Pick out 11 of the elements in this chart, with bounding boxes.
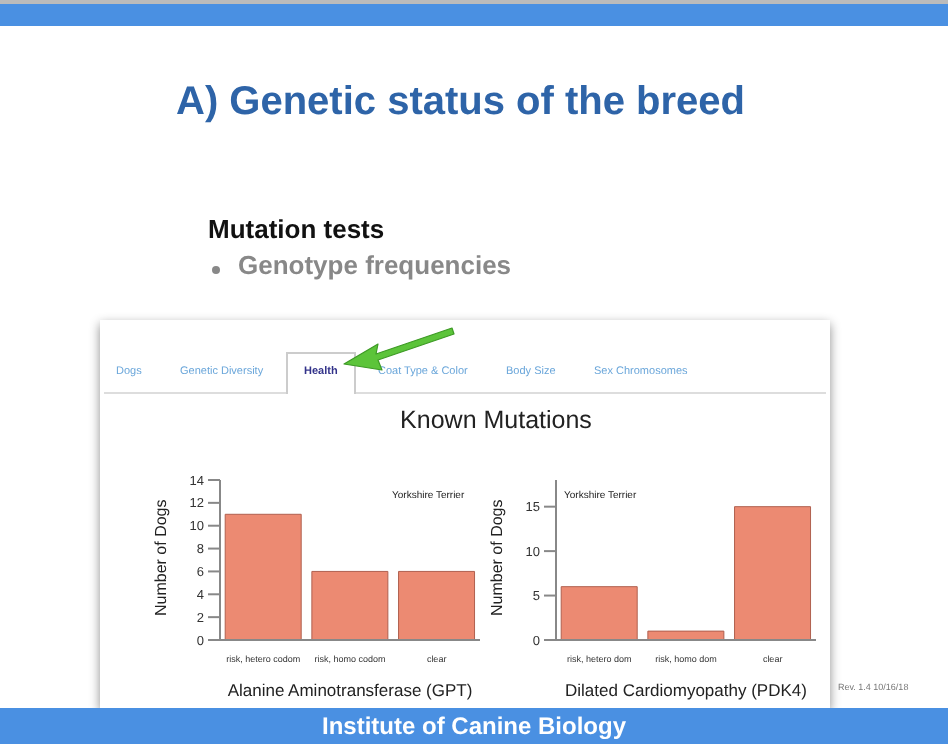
chart-title: A) Genetic status of the breed [176,80,745,126]
y-axis-title: Number of Dogs [487,499,506,616]
text: Known Mutations [398,406,594,434]
bar [647,630,725,640]
bar [734,506,812,640]
chart-subtitle: Mutation tests [208,214,385,244]
x-axis-title: Dilated Cardiomyopathy (PDK4) [565,680,808,700]
text: Genotype frequencies [238,250,512,280]
x-axis-title: Alanine Aminotransferase (GPT) [227,680,473,700]
y-axis-title: Number of Dogs [151,499,170,616]
bar [560,586,638,640]
